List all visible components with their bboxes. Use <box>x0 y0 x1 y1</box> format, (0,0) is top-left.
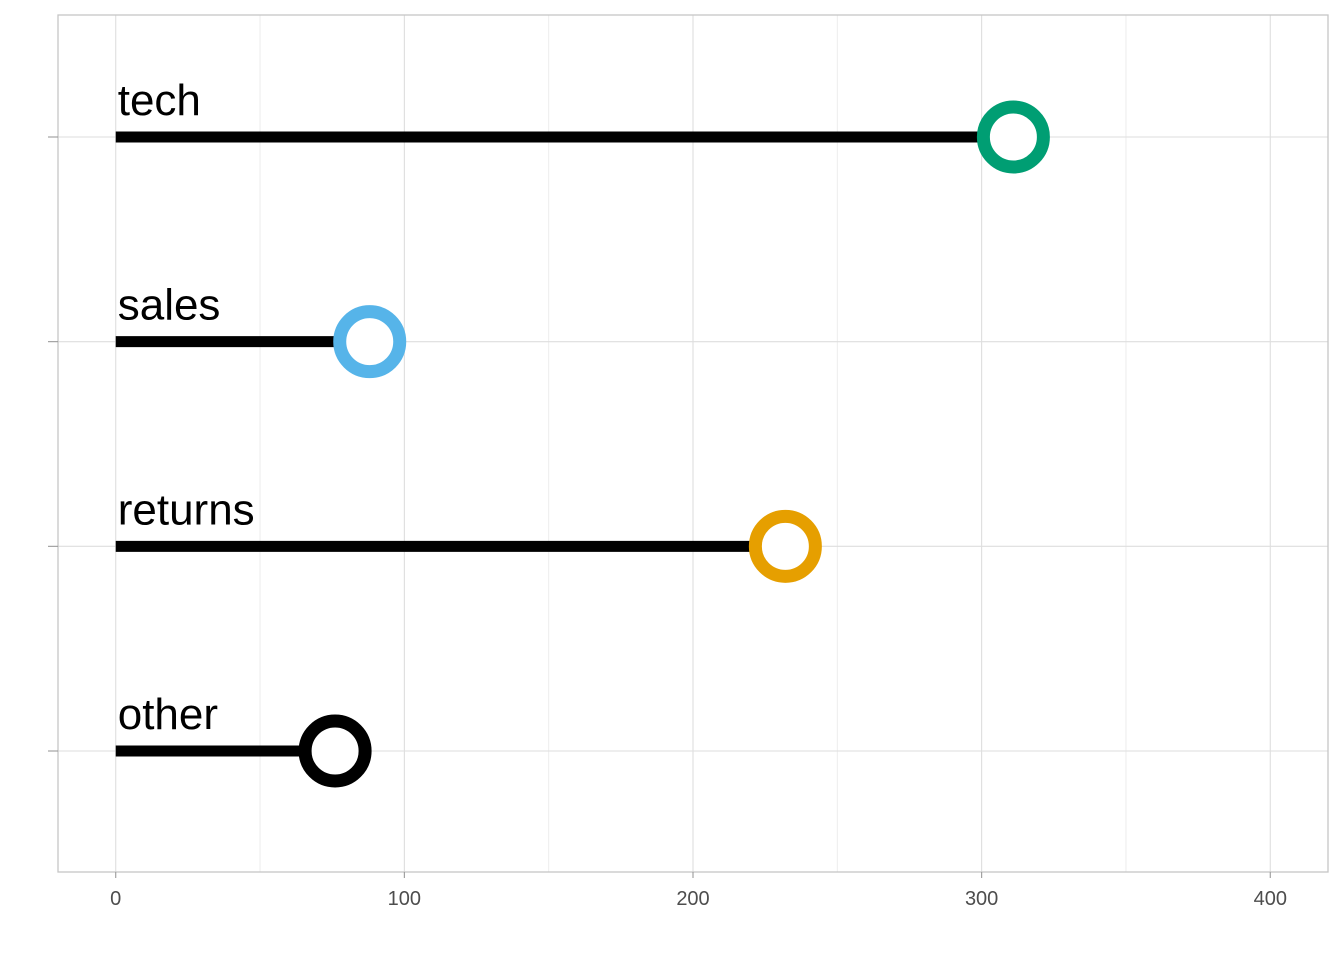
x-tick-label: 200 <box>676 888 709 910</box>
lollipop-point <box>298 714 372 788</box>
category-label: tech <box>118 76 201 125</box>
x-axis: 0 100 200 300 400 <box>110 872 1287 910</box>
x-tick-label: 100 <box>388 888 421 910</box>
lollipop-marks: tech sales returns other <box>115 76 1050 788</box>
category-label: returns <box>118 485 255 534</box>
category-label: sales <box>118 281 221 330</box>
x-tick-label: 300 <box>965 888 998 910</box>
lollipop-point <box>333 305 407 379</box>
y-axis-ticks <box>48 136 58 752</box>
x-tick-label: 400 <box>1254 888 1287 910</box>
grid-lines <box>58 15 1328 872</box>
x-tick-label: 0 <box>110 888 121 910</box>
lollipop-point <box>748 509 822 583</box>
lollipop-point <box>976 100 1050 174</box>
category-label: other <box>118 690 218 739</box>
